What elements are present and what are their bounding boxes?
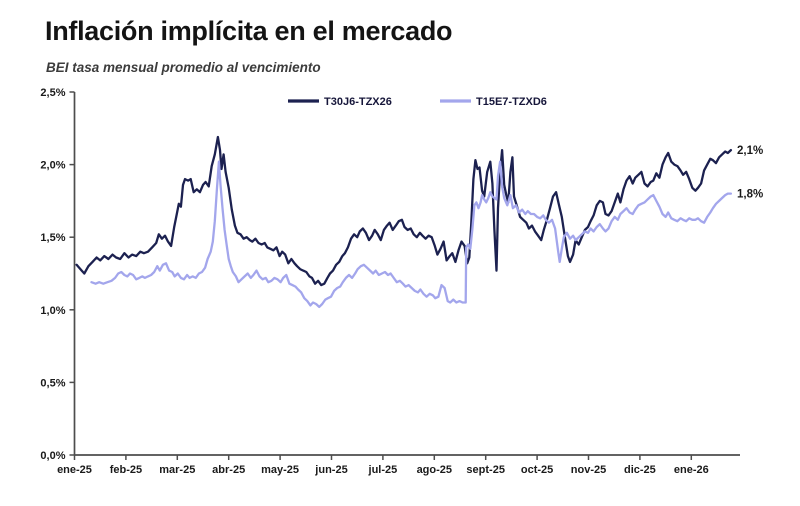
x-tick-label: jun-25 [314, 464, 347, 476]
x-tick-label: mar-25 [159, 464, 195, 476]
chart-subtitle: BEI tasa mensual promedio al vencimiento [46, 60, 321, 75]
y-tick-label: 2,5% [40, 87, 65, 99]
x-tick-label: dic-25 [624, 464, 656, 476]
x-tick-label: abr-25 [212, 464, 245, 476]
y-tick-label: 0,5% [40, 377, 65, 389]
x-tick-label: jul-25 [368, 464, 398, 476]
line-chart: 0,0% 0,5% 1,0% 1,5% 2,0% 2,5% ene-25 feb-25 mar-… [40, 87, 763, 476]
x-tick-label: nov-25 [571, 464, 606, 476]
legend-label-t15e7-tzxd6: T15E7-TZXD6 [476, 96, 547, 108]
x-tick-label: may-25 [261, 464, 299, 476]
page-title: Inflación implícita en el mercado [45, 16, 453, 46]
series-line-t15e7-tzxd6 [90, 160, 733, 309]
y-tick-label: 1,0% [40, 305, 65, 317]
x-tick-label: ene-26 [674, 464, 709, 476]
x-tick-label: feb-25 [110, 464, 142, 476]
end-label-t30j6-tzx26: 2,1% [737, 145, 763, 157]
x-tick-label: ago-25 [417, 464, 452, 476]
legend-label-t30j6-tzx26: T30J6-TZX26 [324, 96, 392, 108]
y-tick-label: 2,0% [40, 160, 65, 172]
x-tick-label: ene-25 [57, 464, 92, 476]
y-tick-label: 1,5% [40, 232, 65, 244]
series-line-t30j6-tzx26 [75, 135, 733, 287]
y-tick-label: 0,0% [40, 450, 65, 462]
x-tick-label: sept-25 [466, 464, 505, 476]
x-tick-label: oct-25 [521, 464, 553, 476]
end-label-t15e7-tzxd6: 1,8% [737, 189, 763, 201]
